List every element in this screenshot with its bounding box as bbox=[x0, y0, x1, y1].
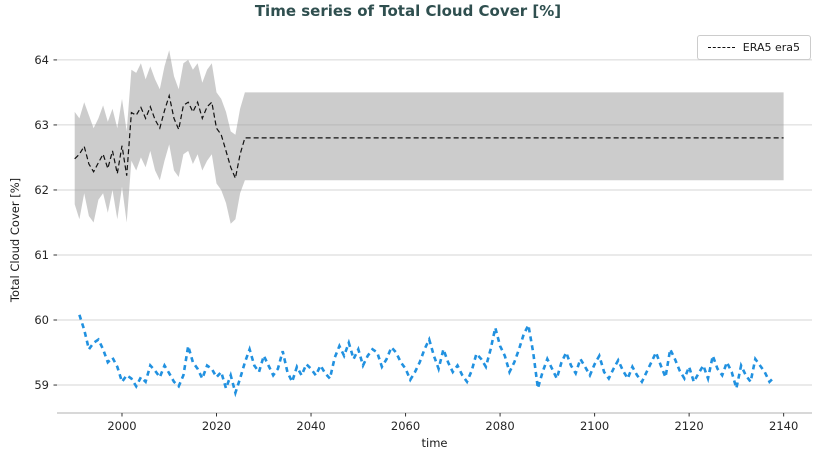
svg-text:2020: 2020 bbox=[202, 419, 231, 433]
svg-text:2140: 2140 bbox=[769, 419, 798, 433]
svg-text:60: 60 bbox=[34, 313, 49, 327]
svg-text:62: 62 bbox=[34, 183, 49, 197]
svg-text:2120: 2120 bbox=[674, 419, 703, 433]
svg-text:2060: 2060 bbox=[391, 419, 420, 433]
svg-text:2080: 2080 bbox=[485, 419, 514, 433]
era5-line bbox=[74, 93, 784, 181]
svg-text:59: 59 bbox=[34, 378, 49, 392]
svg-text:61: 61 bbox=[34, 248, 49, 262]
svg-text:2100: 2100 bbox=[580, 419, 609, 433]
x-axis-ticks: 2000 2020 2040 2060 2080 2100 2120 2140 bbox=[107, 413, 798, 433]
y-axis-ticks: 59 60 61 62 63 64 bbox=[34, 53, 57, 392]
legend: ERA5 era5 bbox=[696, 35, 811, 60]
svg-text:2000: 2000 bbox=[107, 419, 136, 433]
x-axis-label: time bbox=[421, 436, 448, 450]
model-line bbox=[78, 314, 776, 398]
y-axis-label: Total Cloud Cover [%] bbox=[8, 177, 22, 303]
legend-label: ERA5 era5 bbox=[742, 41, 800, 54]
svg-text:64: 64 bbox=[34, 53, 49, 67]
svg-text:63: 63 bbox=[34, 118, 49, 132]
svg-text:2040: 2040 bbox=[296, 419, 325, 433]
chart-title: Time series of Total Cloud Cover [%] bbox=[254, 2, 562, 20]
dashed-line-icon bbox=[707, 47, 735, 48]
era5-uncertainty-band bbox=[74, 50, 784, 224]
